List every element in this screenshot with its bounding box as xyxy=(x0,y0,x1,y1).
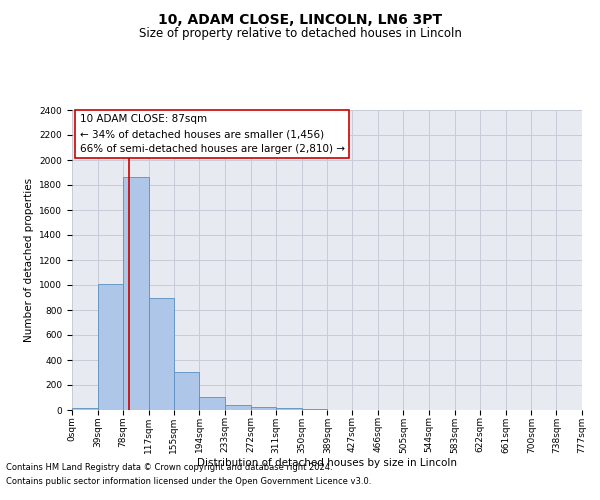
X-axis label: Distribution of detached houses by size in Lincoln: Distribution of detached houses by size … xyxy=(197,458,457,468)
Text: Contains HM Land Registry data © Crown copyright and database right 2024.: Contains HM Land Registry data © Crown c… xyxy=(6,464,332,472)
Bar xyxy=(276,408,302,410)
Text: Size of property relative to detached houses in Lincoln: Size of property relative to detached ho… xyxy=(139,28,461,40)
Bar xyxy=(98,284,123,410)
Y-axis label: Number of detached properties: Number of detached properties xyxy=(24,178,34,342)
Bar xyxy=(225,405,251,410)
Bar xyxy=(149,298,174,410)
Bar xyxy=(72,408,98,410)
Bar xyxy=(199,396,225,410)
Bar xyxy=(251,406,276,410)
Bar xyxy=(302,409,328,410)
Bar xyxy=(174,372,199,410)
Text: 10 ADAM CLOSE: 87sqm
← 34% of detached houses are smaller (1,456)
66% of semi-de: 10 ADAM CLOSE: 87sqm ← 34% of detached h… xyxy=(80,114,344,154)
Text: Contains public sector information licensed under the Open Government Licence v3: Contains public sector information licen… xyxy=(6,477,371,486)
Text: 10, ADAM CLOSE, LINCOLN, LN6 3PT: 10, ADAM CLOSE, LINCOLN, LN6 3PT xyxy=(158,12,442,26)
Bar xyxy=(123,176,149,410)
